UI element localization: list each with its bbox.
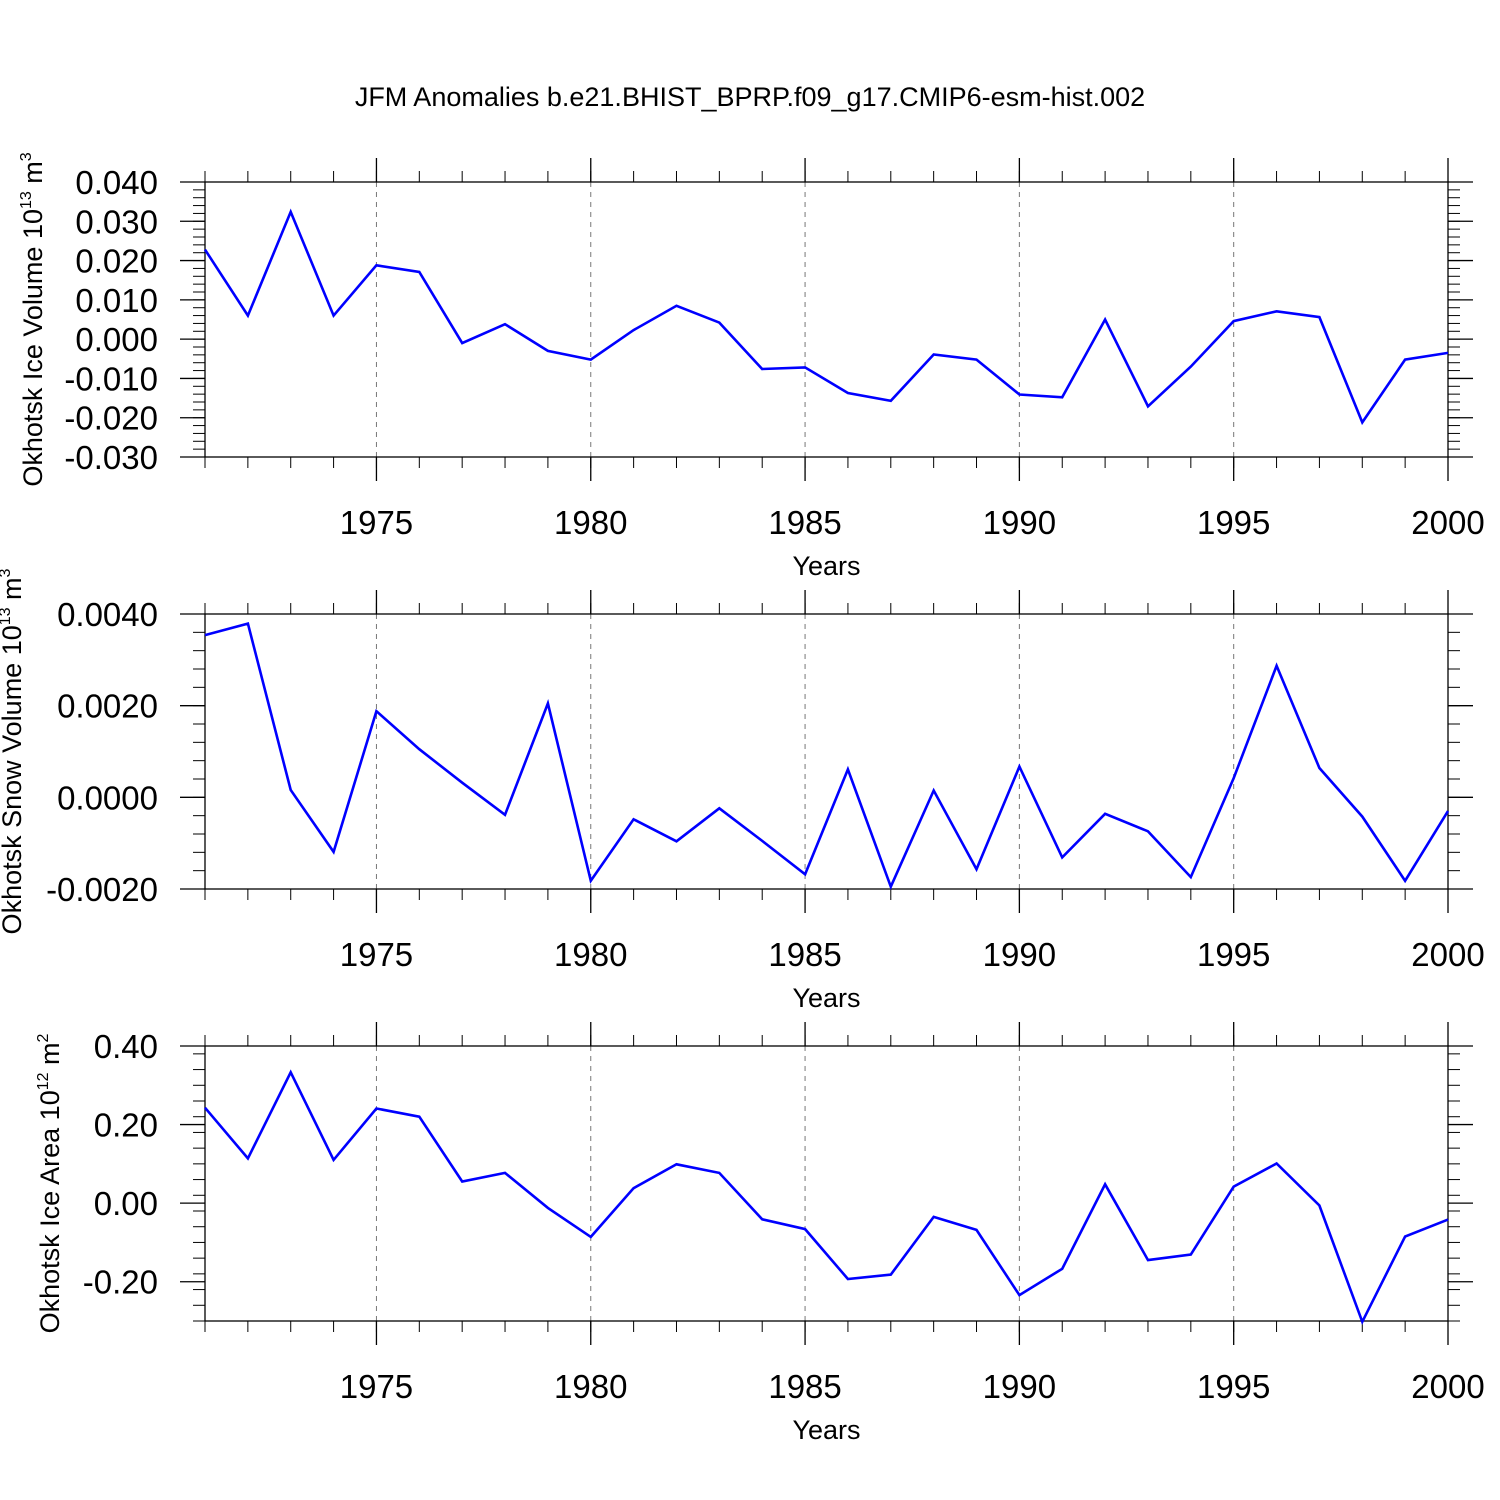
- x-axis-title: Years: [792, 551, 860, 581]
- plot-frame: [204, 181, 1449, 458]
- y-tick-label: 0.40: [94, 1028, 158, 1065]
- y-tick-label: 0.00: [94, 1185, 158, 1222]
- series-line: [204, 1069, 1449, 1326]
- y-axis-title: Okhotsk Ice Area 1012 m2: [35, 1033, 65, 1333]
- y-axis-title-superscript: 13: [0, 607, 14, 625]
- series-line: [203, 208, 1449, 426]
- x-tick-label: 1975: [340, 504, 413, 541]
- x-tick-label: 1990: [983, 504, 1056, 541]
- y-tick-label: -0.010: [64, 360, 158, 397]
- plot-frame: [204, 613, 1449, 890]
- y-axis-title-superscript: 2: [35, 1033, 52, 1042]
- y-tick-label: 0.0020: [57, 688, 158, 725]
- y-tick-label: 0.000: [75, 321, 158, 358]
- x-axis-title: Years: [792, 983, 860, 1013]
- x-tick-label: 1990: [983, 936, 1056, 973]
- x-tick-label: 1985: [768, 1368, 841, 1405]
- x-axis-title: Years: [792, 1415, 860, 1445]
- x-tick-label: 2000: [1411, 504, 1484, 541]
- chart-panel-3: 1975 1980 1985 1990 1995 2000 0.40 0.20 0.00 -0.2…: [35, 1022, 1485, 1445]
- x-tick-label: 1980: [554, 936, 627, 973]
- y-axis-title: Okhotsk Ice Volume 1013 m3: [18, 152, 48, 486]
- y-tick-label: -0.020: [64, 400, 158, 437]
- y-axis-title-text: Okhotsk Ice Volume 10: [18, 209, 48, 487]
- x-tick-label: 2000: [1411, 936, 1484, 973]
- x-tick-label: 2000: [1411, 1368, 1484, 1405]
- x-tick-label: 1980: [554, 504, 627, 541]
- x-tick-label: 1995: [1197, 504, 1270, 541]
- y-tick-label: 0.0040: [57, 596, 158, 633]
- y-axis-title-text: m: [0, 577, 27, 607]
- y-tick-label: 0.010: [75, 282, 158, 319]
- x-tick-label: 1990: [983, 1368, 1056, 1405]
- y-axis-title-text: m: [18, 161, 48, 191]
- y-axis-title-superscript: 3: [18, 152, 35, 161]
- y-axis-title-superscript: 3: [0, 568, 14, 577]
- plot-frame: [204, 1045, 1449, 1322]
- x-tick-label: 1995: [1197, 1368, 1270, 1405]
- y-tick-label: -0.030: [64, 439, 158, 476]
- y-tick-label: 0.20: [94, 1107, 158, 1144]
- y-tick-label: 0.030: [75, 203, 158, 240]
- x-tick-label: 1975: [340, 1368, 413, 1405]
- y-tick-label: -0.20: [83, 1264, 158, 1301]
- y-axis-title: Okhotsk Snow Volume 1013 m3: [0, 568, 27, 934]
- figure-title: JFM Anomalies b.e21.BHIST_BPRP.f09_g17.C…: [355, 82, 1145, 112]
- y-axis-title-text: Okhotsk Ice Area 10: [35, 1090, 65, 1333]
- series-line: [204, 622, 1450, 891]
- x-tick-label: 1995: [1197, 936, 1270, 973]
- chart-panel-2: 1975 1980 1985 1990 1995 2000 0.0040 0.0020 0.00…: [0, 568, 1485, 1013]
- y-axis-title-text: m: [35, 1042, 65, 1072]
- chart-panel-1: 1975 1980 1985 1990 1995 20000.0400.0300.0200…: [18, 152, 1485, 581]
- x-tick-label: 1985: [768, 936, 841, 973]
- y-tick-label: 0.0000: [57, 779, 158, 816]
- y-tick-label: 0.040: [75, 164, 158, 201]
- y-axis-title-superscript: 13: [18, 191, 35, 209]
- x-tick-label: 1975: [340, 936, 413, 973]
- x-tick-label: 1985: [768, 504, 841, 541]
- y-tick-label: -0.0020: [46, 871, 158, 908]
- panels: 1975 1980 1985 1990 1995 20000.0400.0300.0200…: [0, 152, 1485, 1445]
- x-tick-label: 1980: [554, 1368, 627, 1405]
- y-axis-title-superscript: 12: [35, 1072, 52, 1090]
- y-tick-label: 0.020: [75, 243, 158, 280]
- y-axis-title-text: Okhotsk Snow Volume 10: [0, 625, 27, 934]
